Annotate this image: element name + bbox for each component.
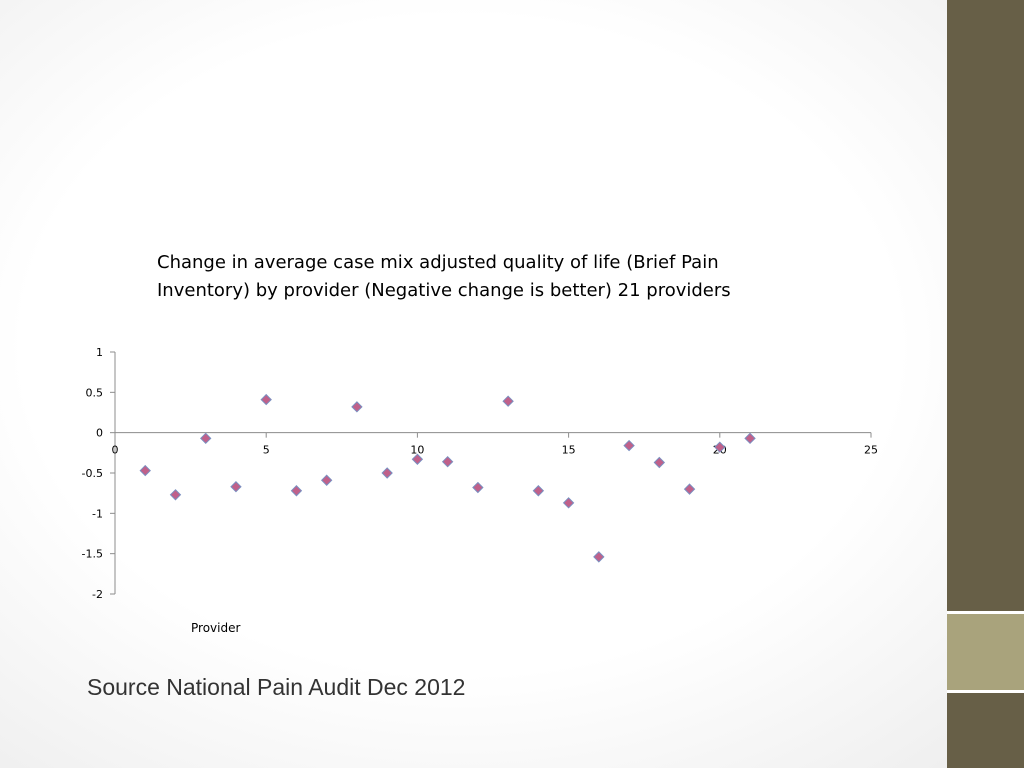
data-point bbox=[683, 483, 696, 495]
data-point bbox=[502, 395, 514, 407]
source-caption: Source National Pain Audit Dec 2012 bbox=[87, 674, 466, 700]
data-point bbox=[441, 455, 454, 468]
data-point bbox=[200, 432, 212, 445]
data-point bbox=[320, 474, 333, 486]
y-tick-label: -1.5 bbox=[82, 548, 103, 561]
data-point bbox=[714, 441, 726, 453]
x-tick-label: 10 bbox=[410, 444, 424, 457]
chart-points bbox=[139, 393, 756, 563]
scatter-chart: 10.50-0.5-1-1.5-20510152025 bbox=[82, 346, 878, 601]
y-tick-label: 1 bbox=[96, 346, 103, 359]
chart-ticks: 10.50-0.5-1-1.5-20510152025 bbox=[82, 346, 878, 601]
sidebar-divider bbox=[947, 611, 1024, 614]
x-tick-label: 0 bbox=[112, 444, 119, 457]
y-tick-label: -1 bbox=[92, 507, 103, 520]
data-point bbox=[411, 453, 424, 465]
x-tick-label: 15 bbox=[562, 444, 576, 457]
data-point bbox=[381, 467, 393, 479]
data-point bbox=[532, 485, 545, 497]
chart-title: Change in average case mix adjusted qual… bbox=[157, 252, 731, 301]
data-point bbox=[230, 481, 242, 493]
y-tick-label: 0 bbox=[96, 427, 103, 440]
data-point bbox=[623, 439, 635, 452]
x-tick-label: 5 bbox=[263, 444, 270, 457]
data-point bbox=[351, 401, 363, 413]
x-axis-label: Provider bbox=[191, 621, 241, 635]
data-point bbox=[472, 481, 484, 494]
data-point bbox=[744, 432, 756, 445]
data-point bbox=[653, 456, 666, 469]
data-point bbox=[290, 485, 303, 497]
y-tick-label: -2 bbox=[92, 588, 103, 601]
data-point bbox=[169, 489, 182, 501]
y-tick-label: -0.5 bbox=[82, 467, 103, 480]
data-point bbox=[562, 497, 575, 509]
sidebar-divider bbox=[947, 690, 1024, 693]
x-tick-label: 25 bbox=[864, 444, 878, 457]
sidebar-accent-block bbox=[947, 614, 1024, 690]
data-point bbox=[139, 464, 151, 477]
chart-axes bbox=[114, 352, 871, 594]
data-point bbox=[593, 551, 605, 563]
data-point bbox=[260, 393, 272, 406]
y-tick-label: 0.5 bbox=[86, 386, 104, 399]
